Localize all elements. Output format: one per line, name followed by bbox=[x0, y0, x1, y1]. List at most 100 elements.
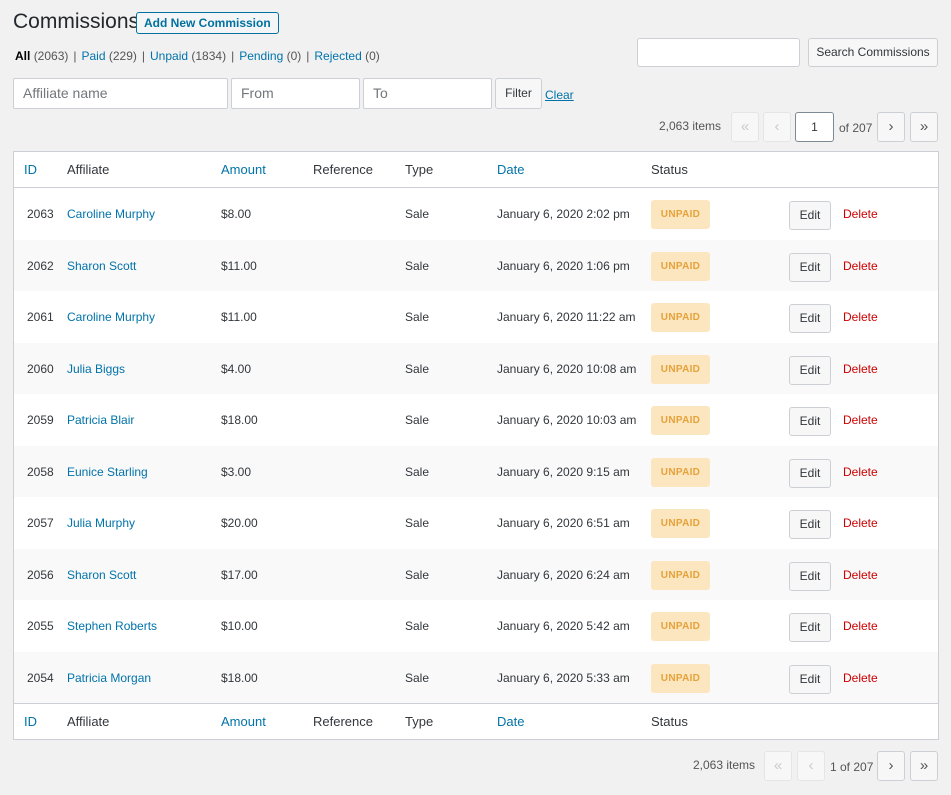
cell-type: Sale bbox=[405, 361, 430, 376]
view-rejected[interactable]: Rejected (0) bbox=[314, 49, 379, 63]
items-count: 2,063 items bbox=[693, 758, 756, 772]
edit-button[interactable]: Edit bbox=[789, 304, 831, 333]
view-separator: | bbox=[73, 49, 77, 63]
delete-link[interactable]: Delete bbox=[843, 516, 878, 530]
cell-affiliate[interactable]: Eunice Starling bbox=[67, 464, 148, 479]
table-row: 2056 Sharon Scott $17.00 Sale January 6, 202… bbox=[14, 548, 938, 600]
delete-link[interactable]: Delete bbox=[843, 207, 878, 221]
cell-id: 2062 bbox=[27, 258, 54, 273]
next-page-button[interactable]: › bbox=[877, 751, 905, 781]
date-to-field[interactable]: To bbox=[363, 78, 492, 109]
cell-id: 2061 bbox=[27, 310, 54, 324]
cell-id: 2060 bbox=[27, 361, 54, 376]
view-label[interactable]: All bbox=[15, 49, 31, 63]
table-header: ID Affiliate Amount Reference Type Date … bbox=[14, 152, 938, 188]
cell-id: 2054 bbox=[27, 670, 54, 685]
column-reference: Reference bbox=[313, 162, 373, 177]
delete-link[interactable]: Delete bbox=[843, 619, 878, 633]
view-separator: | bbox=[141, 49, 146, 63]
search-input[interactable] bbox=[637, 38, 800, 67]
date-from-field[interactable]: From bbox=[231, 78, 360, 109]
cell-affiliate[interactable]: Julia Biggs bbox=[67, 361, 126, 376]
view-count: (229) bbox=[108, 49, 137, 63]
next-page-button[interactable]: › bbox=[877, 112, 905, 142]
cell-id: 2055 bbox=[27, 619, 54, 633]
column-date[interactable]: Date bbox=[497, 714, 525, 729]
delete-link[interactable]: Delete bbox=[843, 567, 878, 582]
affiliate-name-field[interactable]: Affiliate name bbox=[13, 78, 228, 109]
cell-affiliate[interactable]: Caroline Murphy bbox=[67, 207, 156, 221]
cell-affiliate[interactable]: Stephen Roberts bbox=[67, 619, 158, 633]
status-badge: UNPAID bbox=[651, 354, 710, 384]
column-reference: Reference bbox=[313, 714, 373, 729]
edit-button[interactable]: Edit bbox=[789, 355, 831, 385]
edit-button[interactable]: Edit bbox=[789, 561, 831, 591]
view-label[interactable]: Unpaid bbox=[150, 49, 189, 63]
last-page-button[interactable]: » bbox=[910, 751, 938, 781]
column-amount[interactable]: Amount bbox=[221, 162, 266, 177]
cell-date: January 6, 2020 5:33 am bbox=[497, 670, 630, 685]
cell-date: January 6, 2020 10:03 am bbox=[497, 413, 637, 427]
clear-filters-link[interactable]: Clear bbox=[545, 88, 574, 102]
status-badge: UNPAID bbox=[651, 200, 710, 229]
delete-link[interactable]: Delete bbox=[843, 258, 878, 273]
table-footer: ID Affiliate Amount Reference Type Date … bbox=[14, 703, 938, 739]
cell-type: Sale bbox=[405, 619, 430, 633]
edit-button[interactable]: Edit bbox=[789, 510, 831, 539]
cell-affiliate[interactable]: Sharon Scott bbox=[67, 567, 137, 582]
delete-link[interactable]: Delete bbox=[843, 361, 878, 376]
edit-button[interactable]: Edit bbox=[789, 252, 831, 282]
delete-link[interactable]: Delete bbox=[843, 464, 878, 479]
table-row: 2061 Caroline Murphy $11.00 Sale January 6, … bbox=[14, 291, 938, 343]
cell-id: 2057 bbox=[27, 516, 54, 530]
delete-link[interactable]: Delete bbox=[843, 670, 878, 685]
cell-affiliate[interactable]: Caroline Murphy bbox=[67, 310, 156, 324]
view-count: (0) bbox=[286, 49, 302, 63]
first-page-button[interactable]: « bbox=[731, 112, 759, 142]
cell-affiliate[interactable]: Patricia Blair bbox=[67, 413, 135, 427]
cell-date: January 6, 2020 6:51 am bbox=[497, 516, 630, 530]
edit-button[interactable]: Edit bbox=[789, 664, 831, 694]
add-new-commission-button[interactable]: Add New Commission bbox=[136, 12, 279, 34]
column-id[interactable]: ID bbox=[24, 162, 37, 177]
column-affiliate: Affiliate bbox=[67, 162, 110, 177]
table-row: 2062 Sharon Scott $11.00 Sale January 6, 202… bbox=[14, 239, 938, 291]
column-id[interactable]: ID bbox=[24, 714, 37, 729]
edit-button[interactable]: Edit bbox=[789, 201, 831, 230]
view-all[interactable]: All (2063) bbox=[15, 49, 68, 63]
delete-link[interactable]: Delete bbox=[843, 310, 878, 324]
cell-affiliate[interactable]: Julia Murphy bbox=[67, 516, 136, 530]
view-unpaid[interactable]: Unpaid (1834) bbox=[150, 49, 226, 63]
edit-button[interactable]: Edit bbox=[789, 613, 831, 642]
table-row: 2059 Patricia Blair $18.00 Sale January 6, 2… bbox=[14, 394, 938, 446]
prev-page-button[interactable]: ‹ bbox=[763, 112, 791, 142]
cell-amount: $18.00 bbox=[221, 670, 258, 685]
first-page-button[interactable]: « bbox=[764, 751, 792, 781]
view-paid[interactable]: Paid (229) bbox=[82, 49, 137, 63]
table-row: 2054 Patricia Morgan $18.00 Sale January 6, … bbox=[14, 651, 938, 703]
cell-affiliate[interactable]: Patricia Morgan bbox=[67, 670, 152, 685]
pagination-top: 2,063 items « ‹ 1 of 207 › » bbox=[600, 112, 940, 142]
view-pending[interactable]: Pending (0) bbox=[239, 49, 301, 63]
table-row: 2057 Julia Murphy $20.00 Sale January 6, 202… bbox=[14, 497, 938, 549]
cell-type: Sale bbox=[405, 413, 430, 427]
prev-page-button[interactable]: ‹ bbox=[797, 751, 825, 781]
column-amount[interactable]: Amount bbox=[221, 714, 266, 729]
delete-link[interactable]: Delete bbox=[843, 413, 878, 427]
status-badge: UNPAID bbox=[651, 509, 710, 538]
view-label[interactable]: Rejected bbox=[314, 49, 362, 63]
cell-affiliate[interactable]: Sharon Scott bbox=[67, 258, 137, 273]
column-date[interactable]: Date bbox=[497, 162, 525, 177]
last-page-button[interactable]: » bbox=[910, 112, 938, 142]
cell-date: January 6, 2020 6:24 am bbox=[497, 567, 630, 582]
items-count: 2,063 items bbox=[659, 119, 722, 133]
current-page-input[interactable]: 1 bbox=[795, 112, 834, 142]
edit-button[interactable]: Edit bbox=[789, 407, 831, 436]
cell-type: Sale bbox=[405, 464, 430, 479]
edit-button[interactable]: Edit bbox=[789, 458, 831, 488]
view-label[interactable]: Paid bbox=[81, 49, 106, 63]
status-badge: UNPAID bbox=[651, 251, 710, 281]
view-label[interactable]: Pending bbox=[239, 49, 284, 63]
search-commissions-button[interactable]: Search Commissions bbox=[808, 38, 938, 67]
filter-button[interactable]: Filter bbox=[495, 78, 542, 109]
